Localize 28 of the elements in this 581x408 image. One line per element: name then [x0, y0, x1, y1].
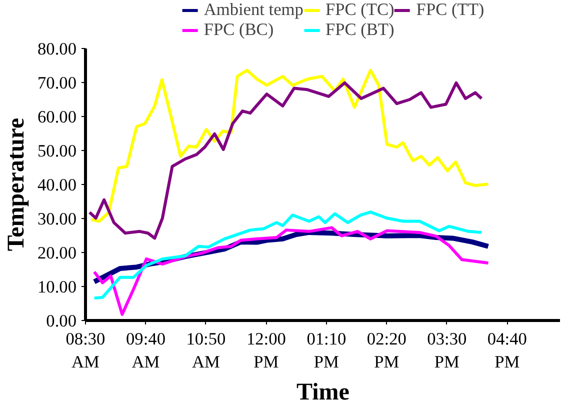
legend-label: FPC (BC)	[204, 20, 274, 40]
legend-label: FPC (TC)	[325, 0, 394, 20]
x-tick-label: 02:20 PM	[366, 330, 406, 372]
legend-label: Ambient temp	[204, 0, 304, 20]
line-series	[92, 226, 490, 316]
y-tick-label: 50.00	[38, 142, 77, 160]
y-tick-label: 0.00	[46, 312, 77, 330]
x-tick-label: 01:10 PM	[306, 330, 346, 372]
y-tick-label: 70.00	[38, 74, 77, 92]
y-tick-label: 20.00	[38, 244, 77, 262]
line-series	[90, 68, 490, 223]
x-tick-label: 12:00 PM	[246, 330, 286, 372]
x-tick-label: 09:40 AM	[126, 330, 166, 372]
y-tick-label: 60.00	[38, 108, 77, 126]
x-tick-label: 04:40 PM	[487, 330, 527, 372]
x-tick-label: 08:30 AM	[66, 330, 106, 372]
y-tick-label: 80.00	[38, 40, 77, 58]
x-tick-label: 03:30 PM	[427, 330, 467, 372]
y-axis-title: Temperature	[4, 117, 30, 252]
line-series	[92, 210, 484, 300]
legend-label: FPC (TT)	[416, 0, 484, 20]
line-series	[88, 81, 484, 240]
y-tick-label: 10.00	[38, 278, 77, 296]
y-tick-label: 30.00	[38, 210, 77, 228]
y-tick-label: 40.00	[38, 176, 77, 194]
x-axis-title: Time	[296, 379, 350, 406]
x-tick-label: 10:50 AM	[186, 330, 226, 372]
legend-label: FPC (BT)	[325, 20, 394, 40]
